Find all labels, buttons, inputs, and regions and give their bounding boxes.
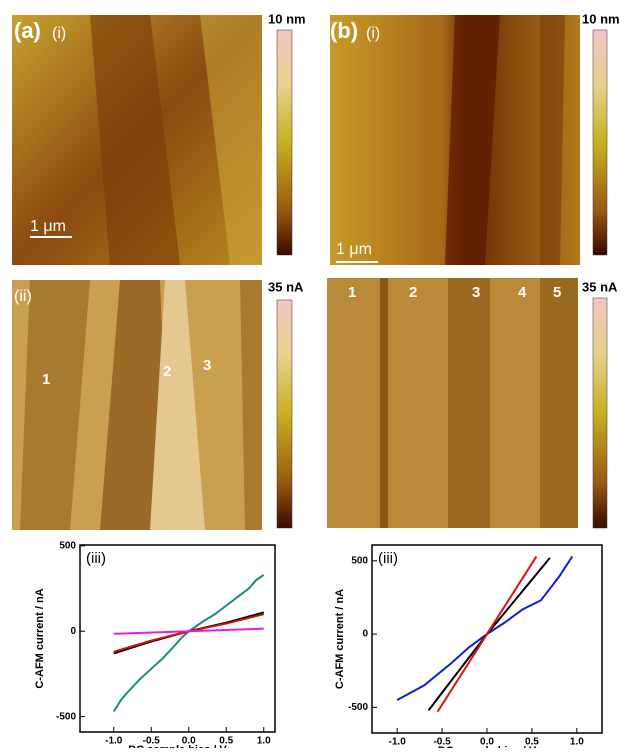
y-tick-label: 500: [59, 540, 76, 551]
panel-label: (a): [14, 18, 41, 43]
x-tick-label: 1.0: [570, 737, 584, 748]
chart-title: (iii): [378, 550, 398, 567]
colorbar-label: 35 nA: [582, 279, 618, 294]
x-tick-label: 0.0: [480, 737, 494, 748]
region-label: 2: [409, 284, 417, 301]
region-label: 5: [553, 284, 561, 301]
x-tick-label: -1.0: [105, 736, 123, 747]
plot-frame: [79, 544, 276, 733]
y-tick-label: 0: [70, 626, 76, 637]
y-axis-label: C-AFM current / nA: [334, 589, 346, 689]
y-tick-label: 500: [351, 555, 368, 566]
data-line: [113, 627, 264, 635]
y-tick-label: -500: [348, 702, 368, 713]
region-label: 3: [203, 357, 211, 374]
x-tick-label: 0.0: [182, 736, 196, 747]
image-b-i: [330, 15, 580, 265]
region-label: 1: [348, 284, 356, 301]
x-tick-label: -1.0: [389, 737, 407, 748]
colorbar-label: 10 nm: [268, 11, 306, 26]
chart-title: (iii): [86, 550, 106, 567]
x-tick-label: 0.5: [219, 736, 233, 747]
region-label: 4: [518, 284, 527, 301]
colorbar-label: 10 nm: [582, 11, 620, 26]
x-axis-label: DC sample bias / V: [128, 744, 227, 748]
scale-bar: 1 μm: [30, 218, 66, 235]
x-tick-label: 0.5: [525, 737, 539, 748]
region-label: 3: [472, 284, 480, 301]
region-label: 2: [163, 363, 171, 380]
sub-label: (i): [52, 25, 66, 42]
panel-label: (b): [330, 18, 358, 43]
data-line: [396, 555, 574, 701]
colorbars: [276, 29, 608, 529]
x-tick-label: -0.5: [433, 737, 451, 748]
y-tick-label: -500: [56, 711, 76, 722]
image-a-i: [12, 15, 262, 265]
sub-label: (i): [366, 25, 380, 42]
sub-label: (ii): [14, 288, 32, 305]
y-axis-label: C-AFM current / nA: [34, 588, 46, 688]
scale-bar: 1 μm: [336, 241, 372, 258]
x-tick-label: 1.0: [257, 736, 271, 747]
y-tick-label: 0: [362, 629, 368, 640]
x-tick-label: -0.5: [143, 736, 161, 747]
image-a-ii: [12, 280, 262, 530]
region-label: 1: [42, 371, 50, 388]
plot-frame: [371, 544, 603, 734]
data-line: [436, 555, 538, 713]
image-b-ii: [327, 278, 578, 528]
colorbar-label: 35 nA: [268, 279, 304, 294]
